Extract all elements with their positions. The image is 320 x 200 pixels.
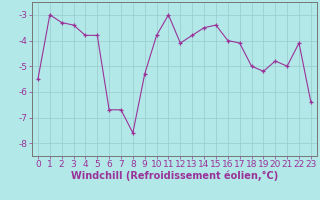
X-axis label: Windchill (Refroidissement éolien,°C): Windchill (Refroidissement éolien,°C): [71, 171, 278, 181]
